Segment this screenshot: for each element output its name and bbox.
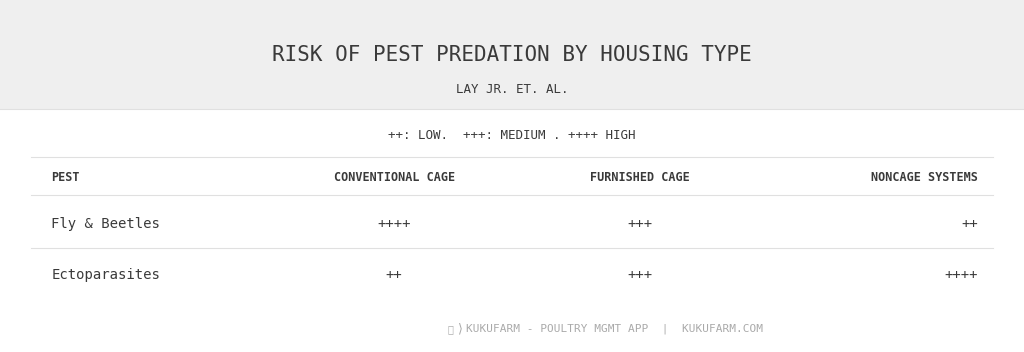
Text: PEST: PEST	[51, 171, 80, 184]
Text: Fly & Beetles: Fly & Beetles	[51, 216, 160, 231]
Text: LAY JR. ET. AL.: LAY JR. ET. AL.	[456, 83, 568, 96]
Text: ++: LOW.  +++: MEDIUM . ++++ HIGH: ++: LOW. +++: MEDIUM . ++++ HIGH	[388, 129, 636, 142]
Text: CONVENTIONAL CAGE: CONVENTIONAL CAGE	[334, 171, 455, 184]
Text: ⟩: ⟩	[458, 323, 463, 335]
Text: ++++: ++++	[944, 268, 978, 282]
Text: FURNISHED CAGE: FURNISHED CAGE	[590, 171, 690, 184]
Text: RISK OF PEST PREDATION BY HOUSING TYPE: RISK OF PEST PREDATION BY HOUSING TYPE	[272, 45, 752, 64]
Text: Ectoparasites: Ectoparasites	[51, 268, 160, 282]
Text: KUKUFARM - POULTRY MGMT APP  |  KUKUFARM.COM: KUKUFARM - POULTRY MGMT APP | KUKUFARM.C…	[466, 324, 763, 334]
Text: NONCAGE SYSTEMS: NONCAGE SYSTEMS	[871, 171, 978, 184]
Text: 🐦: 🐦	[447, 324, 454, 334]
Text: ++: ++	[386, 268, 402, 282]
Text: +++: +++	[628, 268, 652, 282]
Text: +++: +++	[628, 216, 652, 231]
Text: ++++: ++++	[378, 216, 411, 231]
Text: ++: ++	[962, 216, 978, 231]
FancyBboxPatch shape	[0, 0, 1024, 109]
